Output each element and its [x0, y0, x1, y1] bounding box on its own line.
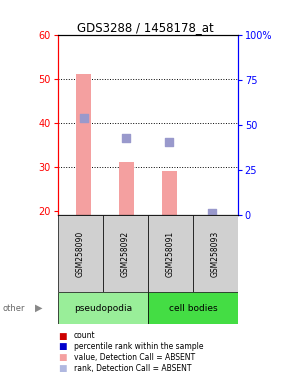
- Text: other: other: [3, 304, 26, 313]
- Text: count: count: [74, 331, 96, 341]
- Bar: [148, 215, 193, 292]
- Text: cell bodies: cell bodies: [168, 304, 217, 313]
- Bar: [103, 215, 148, 292]
- Bar: [58, 215, 103, 292]
- Text: ■: ■: [58, 342, 67, 351]
- Point: [81, 115, 86, 121]
- Text: percentile rank within the sample: percentile rank within the sample: [74, 342, 204, 351]
- Text: GDS3288 / 1458178_at: GDS3288 / 1458178_at: [77, 21, 213, 34]
- Text: pseudopodia: pseudopodia: [74, 304, 132, 313]
- Text: ▶: ▶: [35, 303, 43, 313]
- Point: [210, 210, 214, 216]
- Bar: [119, 162, 134, 215]
- Bar: [193, 215, 238, 292]
- Text: ■: ■: [58, 331, 67, 341]
- Text: GSM258092: GSM258092: [121, 230, 130, 276]
- Bar: [58, 292, 148, 324]
- Text: ■: ■: [58, 353, 67, 362]
- Point: [167, 139, 172, 146]
- Text: GSM258091: GSM258091: [166, 230, 175, 276]
- Text: GSM258090: GSM258090: [76, 230, 85, 276]
- Bar: [148, 292, 238, 324]
- Text: rank, Detection Call = ABSENT: rank, Detection Call = ABSENT: [74, 364, 191, 373]
- Point: [124, 135, 129, 141]
- Bar: [76, 74, 91, 215]
- Text: value, Detection Call = ABSENT: value, Detection Call = ABSENT: [74, 353, 195, 362]
- Bar: [162, 171, 177, 215]
- Text: ■: ■: [58, 364, 67, 373]
- Text: GSM258093: GSM258093: [211, 230, 220, 276]
